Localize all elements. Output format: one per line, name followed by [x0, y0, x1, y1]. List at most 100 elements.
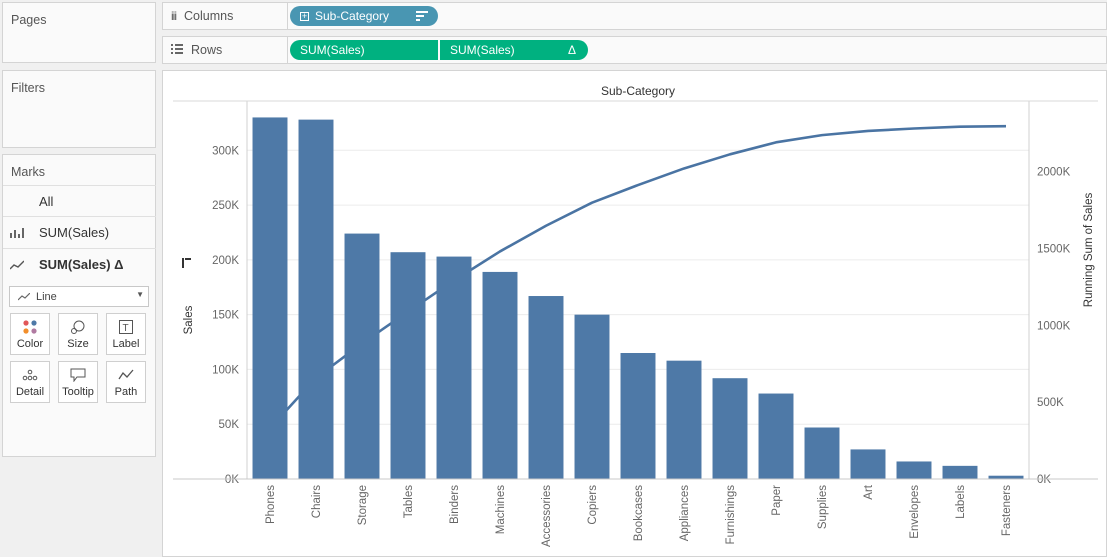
bar-art[interactable]: [850, 449, 886, 479]
bar-bookcases[interactable]: [620, 353, 656, 479]
label-icon: T: [107, 320, 145, 337]
x-tick-label[interactable]: Supplies: [817, 485, 829, 529]
rows-shelf[interactable]: Rows SUM(Sales) SUM(Sales) Δ: [162, 36, 1107, 64]
rows-pill-1-label: SUM(Sales): [300, 43, 365, 57]
color-icon: [11, 320, 49, 337]
x-tick-label[interactable]: Art: [863, 484, 875, 500]
bar-binders[interactable]: [436, 256, 472, 479]
x-tick-label[interactable]: Copiers: [587, 485, 599, 525]
tooltip-label: Tooltip: [62, 386, 94, 398]
bar-chart-icon: [3, 227, 31, 238]
detail-label: Detail: [15, 386, 45, 398]
color-button[interactable]: Color: [10, 313, 50, 355]
x-tick-label[interactable]: Bookcases: [633, 485, 645, 542]
x-tick-label[interactable]: Accessories: [541, 485, 553, 547]
rows-pill-sales-running[interactable]: SUM(Sales) Δ: [440, 40, 588, 60]
chevron-down-icon: ▼: [136, 290, 144, 299]
tooltip-icon: [59, 368, 97, 385]
pareto-chart[interactable]: Sub-Category Sales Running Sum of Sales …: [163, 71, 1106, 556]
x-tick-label[interactable]: Tables: [403, 485, 415, 518]
bar-fasteners[interactable]: [988, 475, 1024, 479]
path-icon: [107, 368, 145, 385]
bar-storage[interactable]: [344, 233, 380, 479]
x-tick-label[interactable]: Phones: [265, 485, 277, 524]
filters-panel[interactable]: Filters: [2, 70, 156, 148]
detail-icon: [11, 368, 49, 385]
bar-labels[interactable]: [942, 465, 978, 479]
bar-envelopes[interactable]: [896, 461, 932, 479]
rows-pill-sales[interactable]: SUM(Sales): [290, 40, 438, 60]
label-label: Label: [112, 338, 140, 350]
x-tick-label[interactable]: Chairs: [311, 485, 323, 518]
size-label: Size: [67, 338, 89, 350]
rows-pill-2-label: SUM(Sales): [450, 43, 515, 57]
sort-icon[interactable]: [182, 258, 191, 268]
bar-accessories[interactable]: [528, 296, 564, 479]
path-label: Path: [114, 386, 138, 398]
y-tick-label: 100K: [212, 364, 239, 376]
pages-title: Pages: [11, 13, 47, 27]
y2-tick-label: 1000K: [1037, 320, 1071, 332]
bar-paper[interactable]: [758, 393, 794, 479]
y-axis-title[interactable]: Sales: [183, 305, 195, 334]
x-tick-label[interactable]: Furnishings: [725, 485, 737, 545]
columns-pill-subcategory[interactable]: + Sub-Category: [290, 6, 438, 26]
filters-title: Filters: [11, 81, 46, 95]
y2-axis-title[interactable]: Running Sum of Sales: [1083, 193, 1095, 308]
line-chart-icon: [3, 260, 31, 270]
bar-copiers[interactable]: [574, 314, 610, 479]
detail-button[interactable]: Detail: [10, 361, 50, 403]
chart-title: Sub-Category: [601, 84, 675, 98]
bar-tables[interactable]: [390, 252, 426, 479]
bar-furnishings[interactable]: [712, 378, 748, 479]
x-tick-label[interactable]: Envelopes: [909, 485, 921, 539]
columns-pill-label: Sub-Category: [315, 9, 390, 23]
bar-machines[interactable]: [482, 271, 518, 479]
marks-title: Marks: [11, 165, 46, 179]
y-tick-label: 300K: [212, 145, 239, 157]
x-tick-label[interactable]: Labels: [955, 485, 967, 519]
marks-layer-bar-label: SUM(Sales): [39, 225, 110, 240]
bar-phones[interactable]: [252, 117, 288, 479]
y2-tick-label: 2000K: [1037, 167, 1071, 179]
rows-label: Rows: [191, 43, 223, 57]
x-tick-label[interactable]: Paper: [771, 485, 783, 516]
bar-chairs[interactable]: [298, 119, 334, 479]
x-tick-label[interactable]: Storage: [357, 485, 369, 525]
marks-layer-bar[interactable]: SUM(Sales): [3, 216, 156, 248]
mark-type-value: Line: [36, 290, 57, 303]
color-label: Color: [16, 338, 44, 350]
marks-layer-line[interactable]: SUM(Sales) Δ: [3, 248, 156, 280]
columns-icon: iii: [171, 9, 177, 23]
rows-icon: [171, 43, 183, 57]
table-calc-delta-icon: Δ: [567, 43, 576, 57]
tooltip-button[interactable]: Tooltip: [58, 361, 98, 403]
x-tick-label[interactable]: Appliances: [679, 485, 691, 542]
x-tick-label[interactable]: Fasteners: [1001, 485, 1013, 536]
svg-text:T: T: [123, 323, 129, 334]
size-icon: [59, 320, 97, 337]
bar-supplies[interactable]: [804, 427, 840, 479]
bar-appliances[interactable]: [666, 360, 702, 479]
pages-panel[interactable]: Pages: [2, 2, 156, 63]
marks-layer-line-label: SUM(Sales) Δ: [39, 257, 124, 272]
x-tick-label[interactable]: Binders: [449, 485, 461, 524]
sort-descending-icon: [416, 10, 428, 24]
label-button[interactable]: T Label: [106, 313, 146, 355]
y-tick-label: 250K: [212, 200, 239, 212]
marks-all-label: All: [39, 194, 54, 209]
line-mark-icon: [18, 292, 30, 300]
size-button[interactable]: Size: [58, 313, 98, 355]
y2-tick-label: 1500K: [1037, 244, 1071, 256]
y-tick-label: 150K: [212, 310, 239, 322]
columns-label: Columns: [184, 9, 234, 23]
x-tick-label[interactable]: Machines: [495, 485, 507, 534]
y2-tick-label: 0K: [1037, 474, 1051, 486]
y2-tick-label: 500K: [1037, 397, 1064, 409]
mark-type-dropdown[interactable]: Line ▼: [9, 286, 149, 307]
chart-area[interactable]: Sub-Category Sales Running Sum of Sales …: [162, 70, 1107, 557]
path-button[interactable]: Path: [106, 361, 146, 403]
columns-shelf[interactable]: iii Columns + Sub-Category: [162, 2, 1107, 30]
expand-icon: +: [300, 10, 309, 21]
marks-all[interactable]: All: [3, 185, 156, 217]
